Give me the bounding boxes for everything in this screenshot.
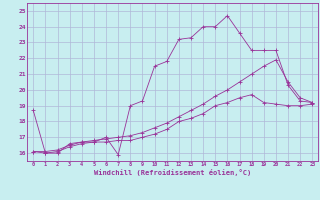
X-axis label: Windchill (Refroidissement éolien,°C): Windchill (Refroidissement éolien,°C) bbox=[94, 169, 252, 176]
